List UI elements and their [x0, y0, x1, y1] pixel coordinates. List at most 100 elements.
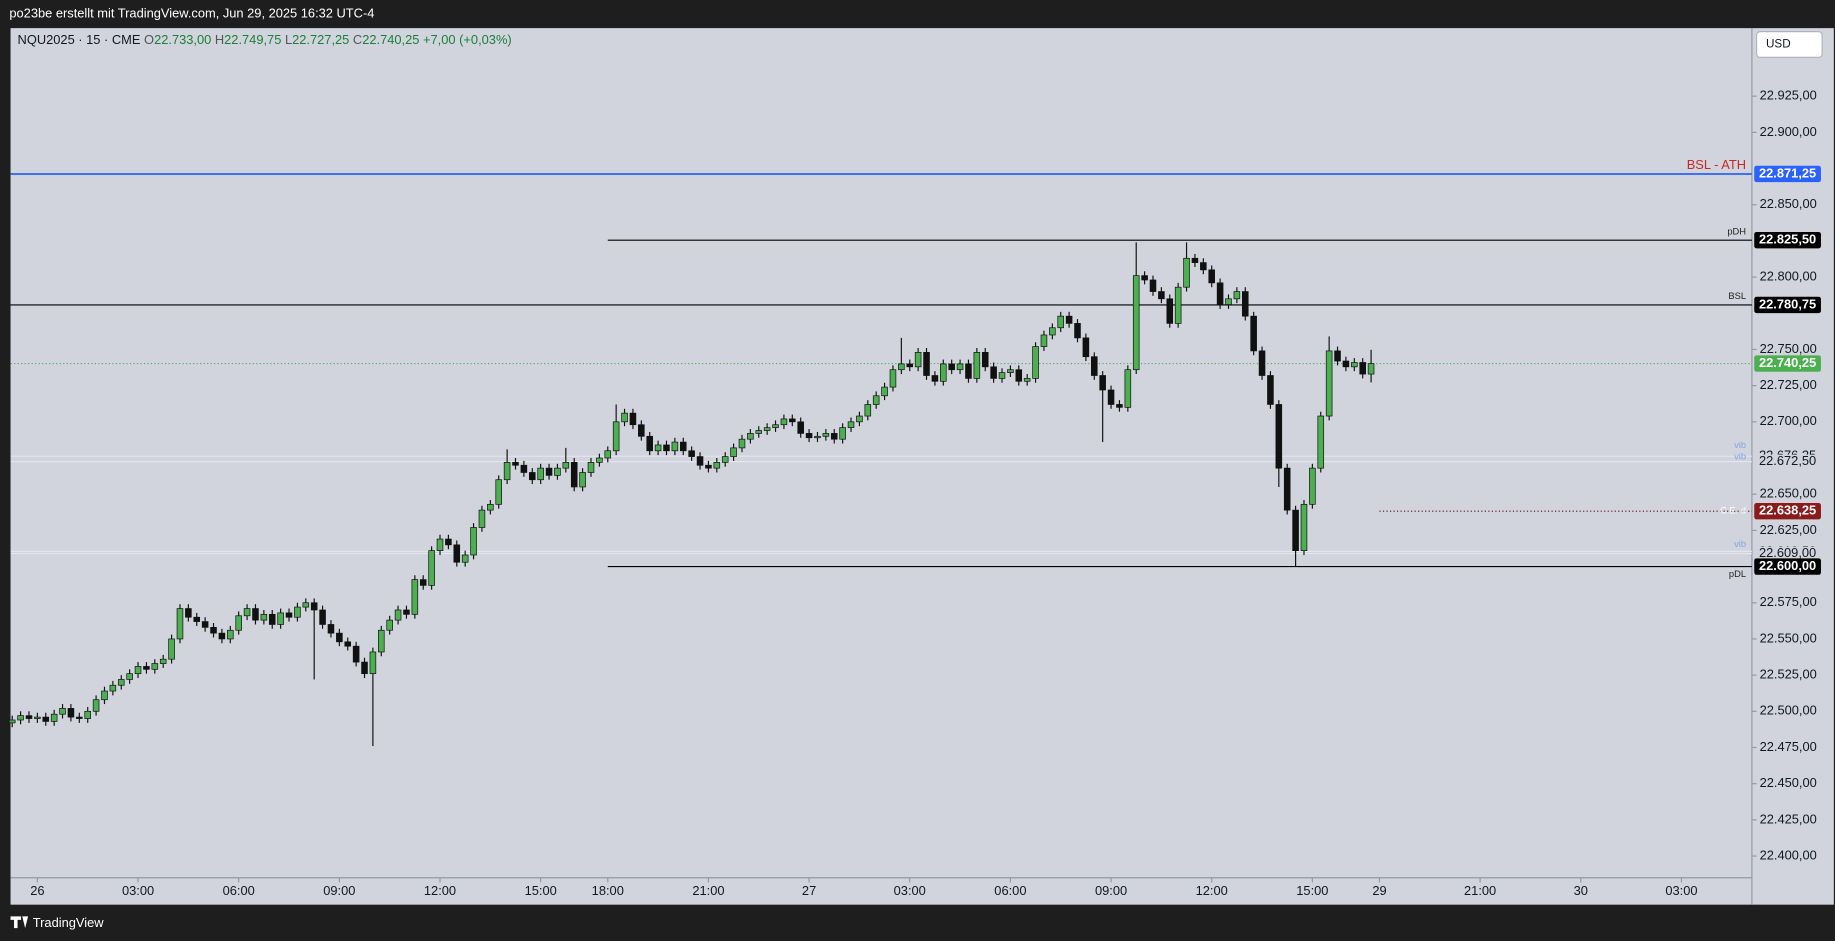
legend-key: L	[285, 32, 292, 47]
candle-body	[512, 462, 519, 466]
currency-button[interactable]	[1756, 31, 1823, 58]
candle-body	[814, 435, 821, 439]
candle-body	[1325, 350, 1333, 417]
legend-key: C	[353, 32, 362, 47]
candle-body	[8, 719, 16, 724]
candle-body	[914, 352, 922, 368]
candle-body	[319, 609, 326, 625]
candle-body	[1241, 291, 1249, 317]
candle-body	[1158, 291, 1165, 300]
candle-body	[1099, 375, 1106, 391]
x-tick-label: 06:00	[994, 883, 1026, 898]
candle-body	[50, 713, 58, 722]
y-tick-label: 22.625,00	[1760, 522, 1817, 537]
price-box-label: 22.740,25	[1759, 355, 1816, 370]
candle-body	[898, 363, 905, 371]
candle-body	[403, 609, 410, 615]
candle-body	[1015, 369, 1023, 382]
candle-body	[1359, 362, 1366, 375]
candle-body	[822, 433, 830, 437]
candle-body	[772, 424, 779, 428]
candle-body	[344, 641, 352, 647]
candle-body	[671, 441, 679, 452]
price-box-label: 22.871,25	[1759, 165, 1816, 180]
x-tick-label: 12:00	[424, 883, 456, 898]
candle-body	[1267, 375, 1274, 405]
candle-body	[721, 456, 729, 463]
candle-body	[990, 366, 997, 379]
candle-body	[965, 363, 972, 379]
footer-brand: TradingView	[33, 915, 104, 930]
candle-body	[570, 462, 578, 488]
candle-body	[168, 638, 175, 660]
x-tick-label: 21:00	[1464, 883, 1496, 898]
candle-body	[604, 450, 612, 459]
candle-body	[260, 613, 268, 621]
candle-body	[1191, 257, 1199, 263]
candle-body	[956, 363, 964, 371]
candle-body	[864, 404, 872, 417]
candle-body	[1292, 509, 1299, 551]
x-tick-label: 03:00	[1665, 883, 1697, 898]
candle-body	[663, 444, 670, 452]
candle-body	[948, 363, 955, 371]
level-name: pDL	[1729, 569, 1746, 579]
x-tick-label: 26	[30, 883, 44, 898]
candle-body	[797, 421, 804, 434]
candle-body	[1208, 269, 1215, 284]
currency-label[interactable]: USD	[1766, 38, 1791, 51]
candle-body	[1309, 467, 1316, 505]
x-tick-label: 21:00	[692, 883, 724, 898]
x-tick-label: 12:00	[1196, 883, 1228, 898]
candle-body	[92, 699, 100, 712]
candle-body	[42, 716, 50, 722]
candle-body	[1250, 315, 1257, 352]
candle-body	[1049, 327, 1056, 336]
candle-body	[713, 462, 721, 469]
y-tick-label: 22.575,00	[1760, 594, 1817, 609]
candle-body	[17, 715, 24, 721]
candle-body	[285, 612, 293, 618]
candle-body	[679, 441, 687, 452]
y-tick-label: 22.550,00	[1760, 630, 1817, 645]
price-box	[1754, 558, 1821, 575]
candle-body	[1116, 404, 1123, 408]
legend-value: 22.749,75	[224, 32, 281, 47]
candle-body	[1057, 315, 1065, 329]
candle-body	[579, 472, 586, 488]
y-tick-label: 22.925,00	[1760, 88, 1817, 103]
level-name: vib	[1734, 539, 1746, 549]
candle-body	[688, 450, 695, 457]
candle-body	[159, 658, 167, 664]
legend: NQU2025 · 15 · CME O22.733,00 H22.749,75…	[18, 32, 512, 47]
candle-body	[294, 606, 301, 618]
candle-body	[654, 444, 662, 452]
candle-body	[436, 538, 444, 551]
x-tick-label: 29	[1372, 883, 1386, 898]
candle-body	[730, 447, 737, 457]
price-box	[1754, 231, 1821, 249]
candle-body	[1233, 291, 1241, 300]
candle-body	[705, 464, 712, 469]
price-plain-bg	[1754, 546, 1821, 561]
legend-change-pct: (+0,03%)	[459, 32, 512, 47]
candle-body	[210, 627, 217, 634]
candle-body	[487, 503, 494, 511]
legend-key: H	[215, 32, 224, 47]
candle-body	[151, 663, 159, 670]
plot: 22.925,00 22.900,00 22.850,00 22.800,00 22.7…	[8, 88, 1821, 898]
level-name: vib	[1734, 451, 1746, 461]
candle-body	[1216, 282, 1224, 305]
candle-body	[998, 372, 1006, 379]
candle-body	[1300, 503, 1308, 551]
candle-body	[143, 666, 150, 670]
candle-body	[361, 661, 368, 675]
x-tick-label: 06:00	[223, 883, 255, 898]
candle-body	[1107, 389, 1115, 405]
candle-body	[193, 616, 201, 622]
price-plain-label: 22.672,50	[1759, 453, 1816, 468]
candle-body	[495, 479, 502, 505]
candle-body	[738, 438, 746, 449]
candle-body	[134, 666, 142, 675]
